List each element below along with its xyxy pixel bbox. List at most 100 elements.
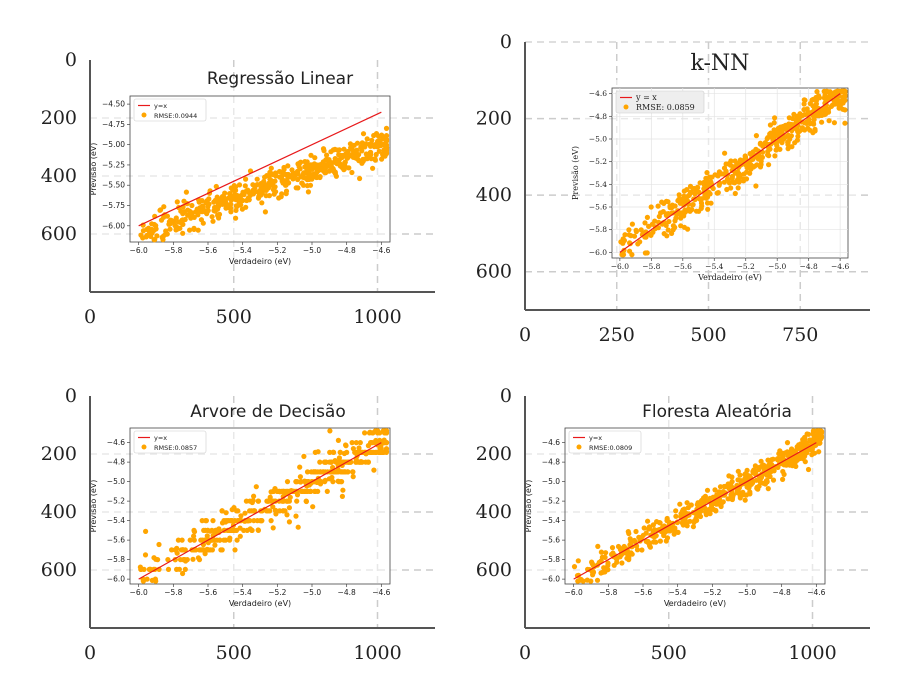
scatter-point	[370, 165, 376, 171]
scatter-point	[687, 208, 693, 214]
scatter-point	[629, 221, 636, 227]
scatter-point	[242, 510, 248, 516]
scatter-point	[317, 459, 323, 465]
scatter-point	[694, 517, 700, 524]
scatter-point	[149, 577, 155, 584]
scatter-point	[294, 498, 300, 504]
scatter-point	[819, 119, 825, 125]
scatter-point	[318, 479, 324, 485]
scatter-point	[728, 492, 734, 498]
scatter-point	[715, 173, 721, 179]
scatter-point	[729, 173, 736, 179]
scatter-point	[163, 228, 169, 234]
scatter-point	[603, 550, 609, 556]
scatter-point	[647, 525, 653, 531]
scatter-point	[203, 518, 209, 524]
scatter-point	[639, 547, 645, 553]
scatter-point	[332, 458, 338, 464]
scatter-point	[137, 564, 143, 570]
inner-y-tick-label: −6.0	[107, 575, 125, 584]
scatter-point	[287, 494, 293, 500]
scatter-point	[757, 479, 764, 486]
scatter-point	[295, 524, 301, 530]
scatter-point	[754, 485, 760, 491]
inner-y-tick-label: −5.0	[542, 477, 560, 486]
scatter-point	[657, 538, 664, 544]
inner-y-axis-label: Previsão (eV)	[524, 480, 533, 533]
scatter-point	[312, 449, 318, 455]
scatter-point	[701, 186, 707, 192]
scatter-point	[179, 218, 185, 225]
scatter-point	[578, 576, 584, 583]
legend-marker-label: RMSE:0.0809	[589, 444, 632, 452]
scatter-point	[605, 562, 611, 569]
scatter-point	[297, 166, 303, 172]
scatter-point	[715, 190, 721, 196]
scatter-point	[757, 164, 764, 170]
scatter-point	[622, 232, 628, 238]
scatter-point	[270, 488, 276, 494]
inner-y-tick-label: −5.2	[107, 497, 125, 506]
scatter-point	[260, 186, 266, 192]
inner-x-tick-label: −5.2	[703, 588, 721, 597]
inner-y-tick-label: −5.4	[107, 516, 125, 525]
scatter-point	[191, 214, 197, 220]
inner-axes-frame	[611, 87, 849, 259]
outer-x-tick-label: 0	[84, 642, 96, 664]
scatter-point	[327, 428, 333, 434]
identity-line	[138, 111, 382, 227]
scatter-point	[212, 542, 218, 548]
scatter-point	[247, 191, 253, 197]
scatter-point	[229, 518, 235, 524]
scatter-point	[620, 236, 626, 242]
scatter-point	[223, 510, 229, 516]
inner-y-tick-label: −4.6	[589, 89, 607, 98]
scatter-point	[704, 170, 710, 176]
outer-y-tick-label: 200	[41, 107, 77, 129]
scatter-point	[341, 146, 347, 152]
inner-y-tick-label: −4.8	[589, 112, 607, 121]
scatter-point	[193, 547, 199, 553]
scatter-point	[352, 449, 358, 455]
scatter-point	[359, 143, 365, 149]
scatter-point	[827, 89, 833, 95]
scatter-point	[663, 538, 669, 544]
inner-y-tick-label: −5.00	[102, 140, 125, 149]
scatter-point	[383, 133, 390, 139]
scatter-point	[321, 459, 327, 465]
scatter-point	[831, 120, 838, 126]
scatter-point	[349, 169, 355, 176]
inner-x-tick-label: −5.4	[234, 246, 252, 255]
scatter-point	[620, 252, 626, 258]
scatter-point	[237, 525, 243, 531]
scatter-point	[305, 189, 311, 195]
scatter-point	[362, 430, 368, 436]
scatter-point	[629, 252, 635, 258]
scatter-point	[343, 442, 349, 448]
scatter-point	[334, 161, 340, 167]
scatter-point	[690, 202, 696, 208]
scatter-point	[267, 508, 273, 514]
scatter-point	[210, 218, 216, 224]
scatter-point	[232, 547, 238, 553]
scatter-point	[664, 233, 670, 239]
scatter-point	[721, 165, 728, 171]
scatter-point	[285, 163, 291, 169]
scatter-point	[278, 194, 284, 200]
scatter-point	[204, 198, 210, 204]
inner-x-tick-label: −5.4	[234, 588, 252, 597]
outer-y-tick-label: 0	[500, 385, 512, 407]
scatter-point	[289, 167, 295, 173]
scatter-point	[705, 206, 711, 212]
legend-marker-swatch	[576, 444, 582, 450]
inner-y-tick-label: −4.6	[542, 438, 560, 447]
scatter-point	[308, 488, 314, 494]
scatter-point	[810, 428, 817, 434]
outer-x-tick-label: 1000	[353, 306, 401, 328]
scatter-point	[382, 153, 388, 159]
scatter-point	[277, 174, 283, 180]
outer-y-tick-label: 0	[500, 31, 512, 53]
scatter-point	[167, 221, 173, 227]
scatter-point	[760, 143, 766, 149]
outer-x-tick-label: 500	[216, 642, 252, 664]
